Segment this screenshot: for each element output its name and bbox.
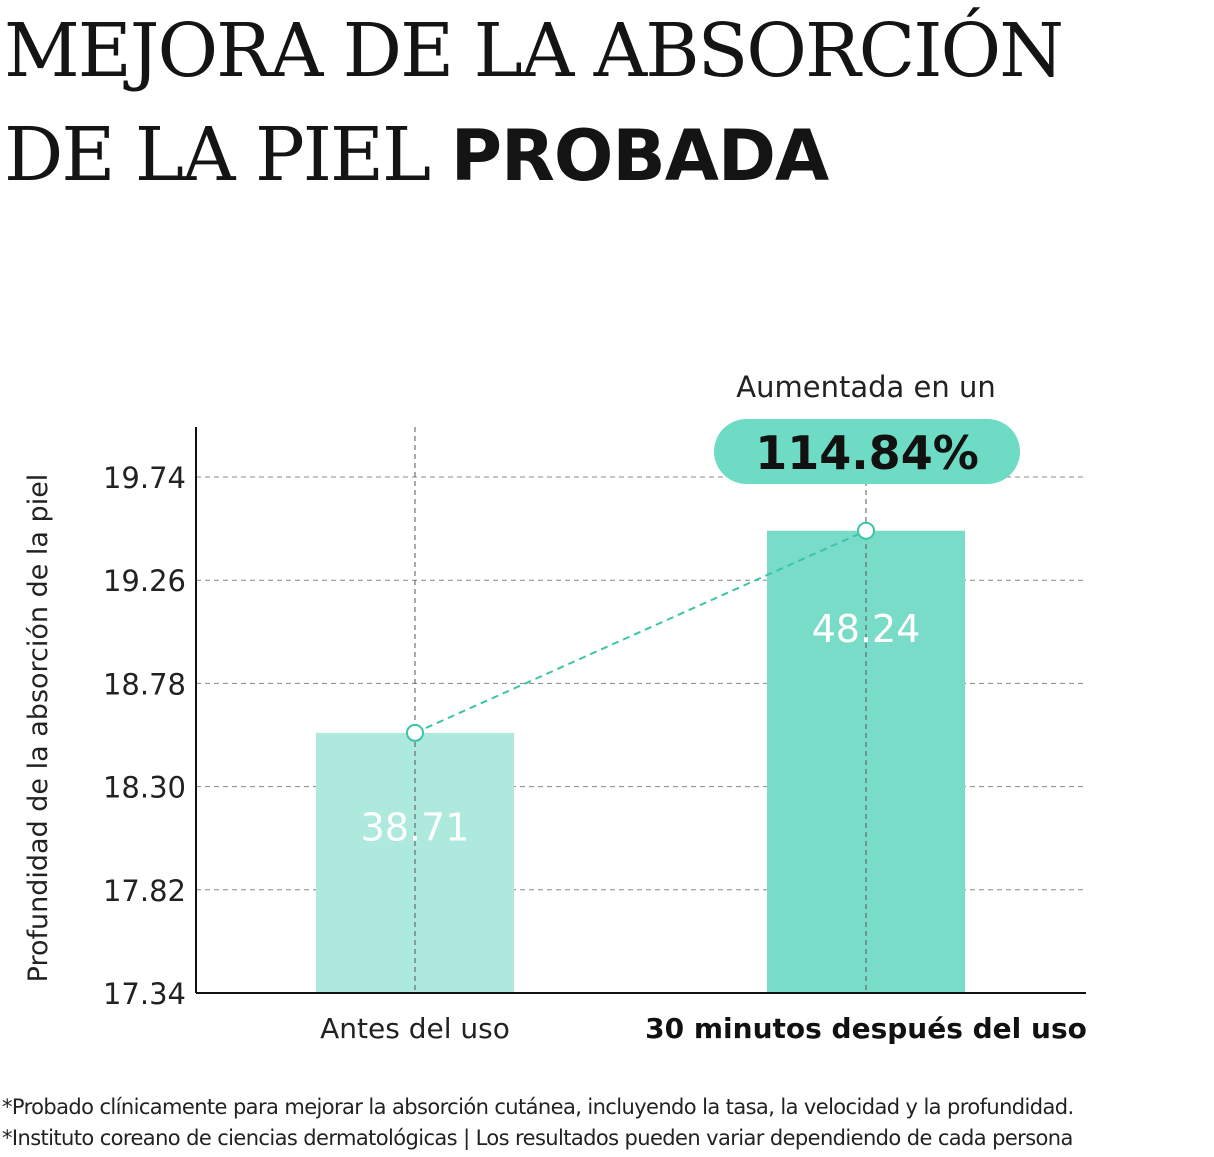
x-category-label-bold: 30 minutos después del uso	[645, 1012, 1087, 1045]
bar-value-label: 38.71	[361, 806, 470, 850]
footnote-1: *Probado clínicamente para mejorar la ab…	[2, 1095, 1074, 1119]
title-bold: PROBADA	[450, 115, 830, 197]
x-category-label: Antes del uso	[320, 1012, 510, 1045]
footnote-2: *Instituto coreano de ciencias dermatoló…	[2, 1126, 1073, 1150]
y-tick-label: 17.34	[103, 977, 186, 1011]
y-tick-label: 17.82	[103, 874, 186, 908]
title-regular: DE LA PIEL	[4, 112, 431, 198]
y-tick-label: 18.30	[103, 771, 186, 805]
bar-value-label: 48.24	[812, 607, 921, 651]
increase-badge	[714, 419, 1020, 484]
title-line-1: MEJORA DE LA ABSORCIÓN	[4, 8, 1064, 94]
title-line-2: DE LA PIEL PROBADA	[4, 112, 830, 198]
trend-marker	[857, 521, 875, 540]
y-tick-label: 19.26	[103, 564, 186, 598]
annotation-text: Aumentada en un	[736, 370, 995, 404]
trend-marker	[406, 723, 424, 742]
y-tick-label: 19.74	[103, 461, 186, 495]
y-tick-label: 18.78	[103, 667, 186, 701]
trend-line	[414, 529, 867, 734]
y-axis-title: Profundidad de la absorción de la piel	[23, 474, 54, 983]
increase-badge-text: 114.84%	[755, 426, 979, 480]
